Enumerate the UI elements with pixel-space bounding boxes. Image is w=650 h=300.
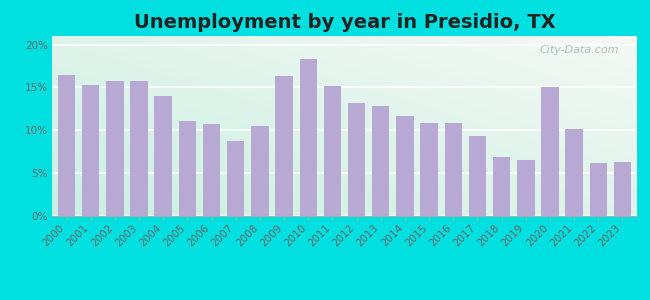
Bar bbox=[614, 162, 631, 216]
Bar bbox=[372, 106, 389, 216]
Bar bbox=[396, 116, 413, 216]
Bar bbox=[130, 81, 148, 216]
Bar bbox=[566, 129, 583, 216]
Title: Unemployment by year in Presidio, TX: Unemployment by year in Presidio, TX bbox=[134, 13, 555, 32]
Bar bbox=[493, 157, 510, 216]
Bar bbox=[251, 126, 268, 216]
Bar bbox=[445, 123, 462, 216]
Bar bbox=[517, 160, 534, 216]
Text: City-Data.com: City-Data.com bbox=[540, 45, 619, 55]
Bar bbox=[590, 163, 607, 216]
Bar bbox=[348, 103, 365, 216]
Bar bbox=[106, 81, 124, 216]
Bar bbox=[179, 121, 196, 216]
Bar bbox=[203, 124, 220, 216]
Bar bbox=[469, 136, 486, 216]
Bar bbox=[300, 59, 317, 216]
Bar bbox=[324, 86, 341, 216]
Bar bbox=[58, 75, 75, 216]
Bar bbox=[421, 123, 438, 216]
Bar bbox=[227, 141, 244, 216]
Bar bbox=[276, 76, 292, 216]
Bar bbox=[541, 87, 559, 216]
Bar bbox=[82, 85, 99, 216]
Bar bbox=[155, 96, 172, 216]
